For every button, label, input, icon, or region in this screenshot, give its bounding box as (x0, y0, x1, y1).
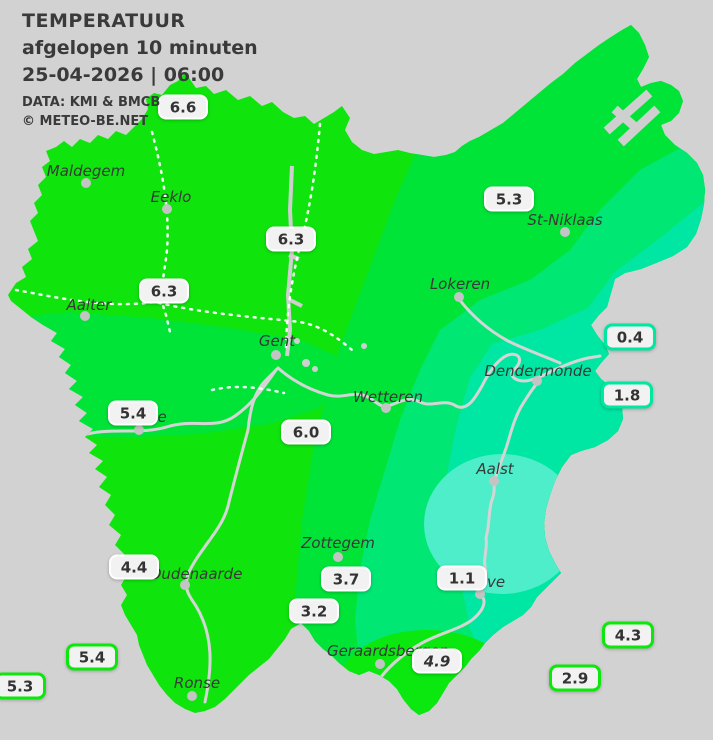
city-dot-maldegem (81, 178, 91, 188)
temperature-reading-1: 6.3 (266, 226, 316, 252)
city-dot-gent (271, 350, 281, 360)
dashed-gent-south (210, 385, 286, 395)
city-dot-eeklo (162, 204, 172, 214)
rivers (78, 297, 602, 704)
temperature-reading-15: 4.3 (602, 621, 654, 649)
city-label-oudenaarde: Oudenaarde (149, 565, 243, 583)
temperature-reading-9: 3.7 (321, 566, 371, 592)
city-dot-dendermonde (532, 376, 542, 386)
city-dot-oudenaarde (180, 580, 190, 590)
page-subtitle: afgelopen 10 minuten (22, 37, 258, 59)
temperature-reading-7: 6.0 (281, 419, 331, 445)
temperature-reading-13: 5.4 (66, 643, 118, 671)
temperature-reading-3: 5.3 (484, 186, 534, 212)
data-source-label: DATA: KMI & BMCB (22, 95, 161, 110)
dock-bar-3 (611, 105, 641, 133)
canal-spur-1 (289, 298, 303, 308)
city-label-gent: Gent (258, 332, 296, 350)
city-dot-ronse (187, 691, 197, 701)
patch-1 (302, 359, 310, 367)
temperature-reading-10: 3.2 (289, 598, 339, 624)
harbor-docks (603, 89, 661, 147)
temperature-reading-5: 1.8 (601, 381, 653, 409)
temperature-reading-12: 4.9 (412, 648, 462, 674)
city-label-st-niklaas: St-Niklaas (527, 211, 603, 229)
pocket-mint-ninove (424, 454, 580, 594)
river-schelde-upstream (184, 367, 279, 704)
band-green-west (8, 312, 340, 438)
patch-3 (361, 343, 367, 349)
canal-main (285, 165, 295, 357)
patch-2 (312, 366, 318, 372)
city-label-dendermonde: Dendermonde (484, 362, 592, 380)
river-schelde-downstream (276, 352, 602, 409)
temperature-reading-11: 1.1 (437, 565, 487, 591)
temperature-reading-2: 6.3 (139, 278, 189, 304)
temperature-reading-8: 4.4 (109, 554, 159, 580)
city-label-lokeren: Lokeren (429, 275, 491, 293)
temperature-reading-6: 5.4 (108, 400, 158, 426)
city-dot-st-niklaas (560, 227, 570, 237)
city-dot-geraardsbergen (375, 659, 385, 669)
city-dot-deinze (134, 425, 144, 435)
temperature-reading-16: 2.9 (549, 664, 601, 692)
dock-bar-1 (603, 89, 653, 135)
page-title: TEMPERATUUR (22, 10, 186, 32)
river-durme (457, 297, 562, 365)
city-label-zottegem: Zottegem (301, 534, 375, 552)
city-dot-ninove (475, 589, 485, 599)
river-dender (369, 380, 540, 693)
city-label-ronse: Ronse (173, 674, 221, 692)
temperature-reading-0: 6.6 (158, 94, 208, 120)
city-label-maldegem: Maldegem (46, 162, 126, 180)
city-dot-aalter (80, 311, 90, 321)
dashed-aalter (14, 288, 354, 352)
city-label-aalst: Aalst (476, 460, 514, 478)
patch-4 (294, 338, 300, 344)
header: TEMPERATUUR afgelopen 10 minuten 25-04-2… (22, 8, 258, 131)
city-dot-wetteren (381, 403, 391, 413)
temperature-reading-14: 5.3 (0, 672, 46, 700)
copyright-label: © METEO-BE.NET (22, 114, 149, 129)
city-label-wetteren: Wetteren (353, 388, 423, 406)
urban-patches (294, 338, 367, 372)
city-label-aalter: Aalter (66, 296, 112, 314)
datetime-label: 25-04-2026 | 06:00 (22, 64, 225, 86)
city-label-eeklo: Eeklo (150, 188, 192, 206)
temperature-reading-4: 0.4 (604, 323, 656, 351)
city-dot-aalst (489, 476, 499, 486)
city-dot-lokeren (454, 292, 464, 302)
city-dot-zottegem (333, 552, 343, 562)
